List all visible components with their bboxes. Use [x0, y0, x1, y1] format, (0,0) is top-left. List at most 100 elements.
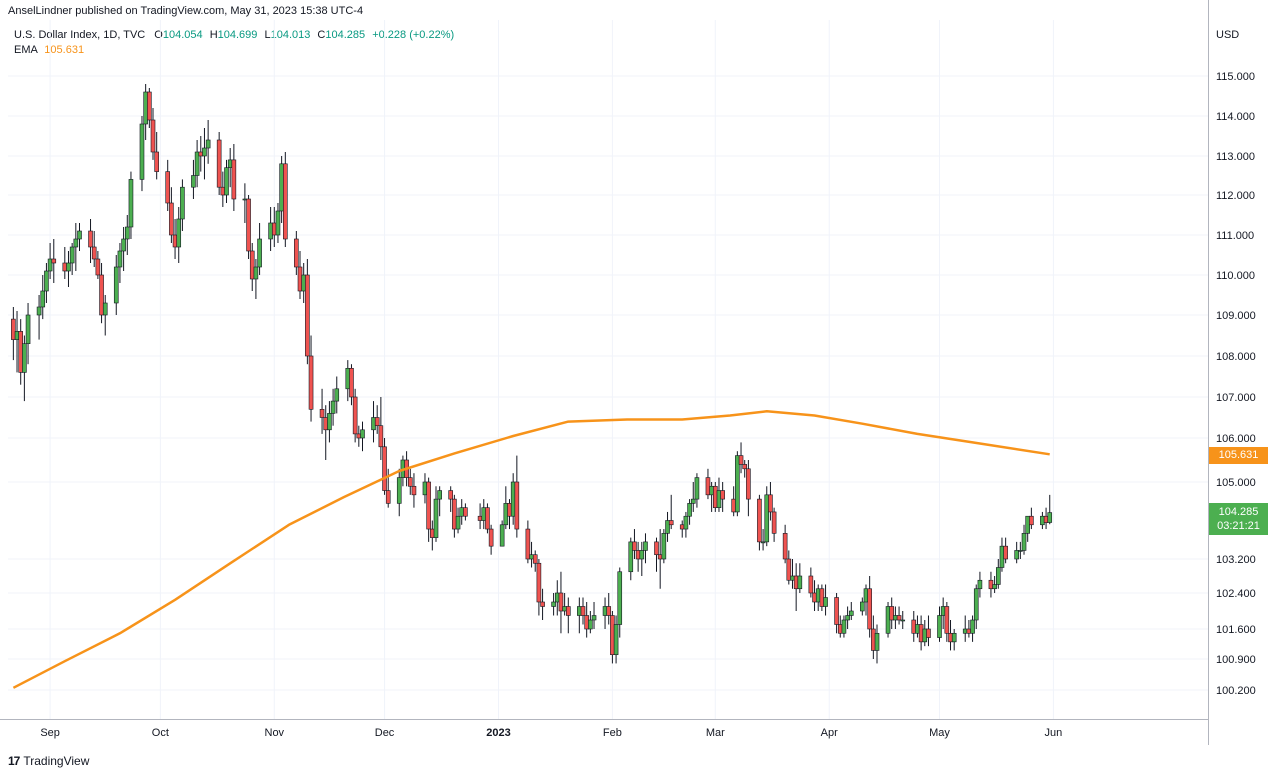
candle-body[interactable] — [294, 238, 299, 268]
candle-body[interactable] — [532, 554, 538, 564]
candle-body[interactable] — [951, 632, 957, 643]
candle-body[interactable] — [823, 597, 828, 607]
candle-body[interactable] — [463, 507, 468, 517]
price-chart[interactable]: 115.000 114.000 113.000 112.000 111.000 110.0… — [0, 0, 1280, 750]
candle-body[interactable] — [834, 597, 839, 625]
candle-body[interactable] — [433, 498, 439, 538]
candle-body[interactable] — [757, 498, 762, 543]
candle-body[interactable] — [632, 541, 637, 551]
candle-body[interactable] — [117, 250, 123, 268]
candle-body[interactable] — [591, 615, 597, 621]
candle-body[interactable] — [848, 610, 854, 616]
candle-body[interactable] — [588, 619, 593, 630]
candle-body[interactable] — [889, 606, 895, 621]
candle-body[interactable] — [764, 494, 770, 543]
candle-body[interactable] — [1029, 515, 1034, 526]
candle-body[interactable] — [91, 246, 97, 260]
candle-body[interactable] — [488, 528, 494, 547]
candle-body[interactable] — [44, 270, 49, 292]
candle-body[interactable] — [926, 628, 931, 638]
candle-body[interactable] — [746, 468, 751, 500]
candle-body[interactable] — [580, 606, 586, 616]
candle-body[interactable] — [606, 606, 612, 616]
candle-body[interactable] — [540, 601, 545, 607]
candle-body[interactable] — [643, 541, 648, 551]
candle-body[interactable] — [305, 274, 310, 357]
candle-body[interactable] — [690, 498, 696, 504]
candle-body[interactable] — [1047, 512, 1053, 523]
candle-body[interactable] — [231, 159, 237, 200]
candle-body[interactable] — [558, 592, 564, 612]
candle-body[interactable] — [768, 494, 773, 513]
candle-body[interactable] — [378, 425, 384, 448]
candle-body[interactable] — [499, 524, 505, 547]
candle-body[interactable] — [1003, 545, 1008, 560]
candle-body[interactable] — [176, 218, 182, 248]
candle-body[interactable] — [99, 274, 104, 316]
candle-body[interactable] — [374, 417, 380, 426]
candle-body[interactable] — [352, 396, 358, 435]
candle-body[interactable] — [970, 619, 975, 634]
candle-body[interactable] — [900, 619, 906, 622]
candle-body[interactable] — [283, 163, 288, 240]
candle-body[interactable] — [613, 624, 619, 656]
candle-body[interactable] — [1021, 533, 1027, 551]
candle-body[interactable] — [771, 511, 777, 534]
candle-body[interactable] — [139, 123, 145, 180]
candle-body[interactable] — [977, 579, 983, 590]
candle-body[interactable] — [514, 481, 520, 530]
candle-body[interactable] — [742, 464, 748, 470]
candle-body[interactable] — [95, 258, 101, 276]
candle-body[interactable] — [246, 198, 251, 252]
candle-body[interactable] — [22, 343, 27, 373]
candle-body[interactable] — [275, 210, 281, 236]
candle-body[interactable] — [25, 314, 31, 345]
candle-body[interactable] — [191, 175, 196, 188]
candle-body[interactable] — [128, 179, 134, 228]
candle-body[interactable] — [51, 258, 57, 264]
candle-body[interactable] — [628, 541, 634, 573]
candle-body[interactable] — [169, 202, 174, 236]
candle-body[interactable] — [113, 266, 119, 304]
candle-body[interactable] — [992, 584, 997, 590]
candle-body[interactable] — [973, 588, 979, 621]
candle-body[interactable] — [937, 615, 942, 638]
candle-body[interactable] — [661, 533, 667, 560]
candle-body[interactable] — [360, 429, 365, 439]
candle-body[interactable] — [249, 250, 255, 280]
candle-body[interactable] — [216, 139, 222, 188]
candle-body[interactable] — [720, 490, 725, 500]
candle-body[interactable] — [760, 541, 766, 544]
candle-body[interactable] — [180, 186, 185, 220]
candle-body[interactable] — [665, 520, 670, 534]
candle-body[interactable] — [841, 619, 847, 634]
candle-body[interactable] — [36, 306, 42, 316]
candle-body[interactable] — [1014, 550, 1019, 560]
candle-body[interactable] — [995, 567, 1001, 585]
candle-body[interactable] — [455, 515, 461, 530]
candle-body[interactable] — [147, 91, 152, 121]
candle-body[interactable] — [617, 571, 623, 625]
candle-body[interactable] — [735, 455, 740, 513]
candle-body[interactable] — [349, 367, 354, 398]
candle-body[interactable] — [874, 632, 880, 651]
footer-brand[interactable]: 17 TradingView — [8, 754, 89, 768]
candle-body[interactable] — [382, 446, 387, 491]
candle-body[interactable] — [797, 575, 803, 590]
candle-body[interactable] — [124, 226, 130, 240]
candle-body[interactable] — [448, 490, 453, 500]
candle-body[interactable] — [738, 455, 744, 465]
candle-body[interactable] — [330, 400, 336, 414]
candle-body[interactable] — [668, 520, 674, 526]
candle-body[interactable] — [565, 606, 571, 616]
candle-body[interactable] — [334, 388, 340, 402]
legend-ema-label[interactable]: EMA — [14, 44, 38, 56]
candle-body[interactable] — [47, 258, 53, 272]
candle-body[interactable] — [411, 485, 417, 496]
candle-body[interactable] — [896, 615, 902, 621]
candle-body[interactable] — [253, 266, 259, 280]
candle-body[interactable] — [1018, 550, 1023, 552]
candle-body[interactable] — [308, 355, 314, 410]
candle-body[interactable] — [102, 302, 108, 316]
candle-body[interactable] — [194, 151, 200, 176]
